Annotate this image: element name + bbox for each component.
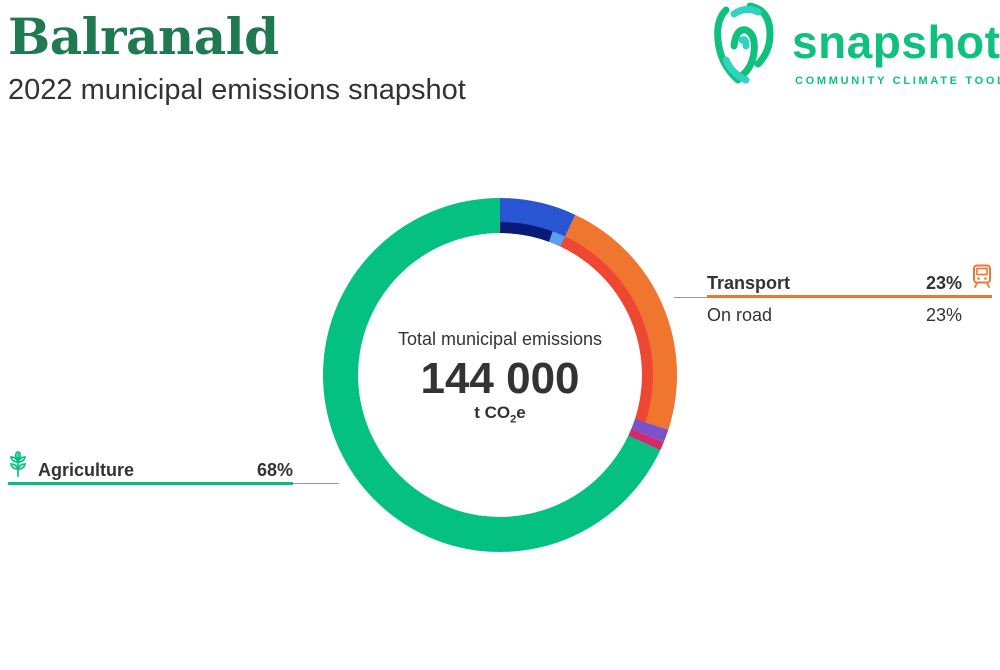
agriculture-leader-line bbox=[293, 483, 339, 484]
center-label: Total municipal emissions bbox=[397, 329, 603, 349]
agriculture-label[interactable]: Agriculture bbox=[38, 460, 135, 480]
agriculture-rule bbox=[8, 482, 293, 485]
train-icon bbox=[973, 264, 991, 288]
snapshot-logo[interactable]: snapshot COMMUNITY CLIMATE TOOL bbox=[712, 0, 1000, 92]
transport-rule bbox=[707, 295, 992, 298]
agriculture-percent: 68% bbox=[256, 460, 293, 480]
logo-wordmark: snapshot bbox=[792, 16, 1000, 68]
logo-tagline: COMMUNITY CLIMATE TOOL bbox=[795, 75, 1000, 87]
transport-leader-line bbox=[674, 297, 708, 298]
inner-ring-segment-transport-on-road[interactable] bbox=[560, 236, 653, 423]
transport-label[interactable]: Transport bbox=[707, 273, 791, 293]
page-title: Balranald bbox=[8, 7, 279, 66]
transport-percent: 23% bbox=[925, 273, 962, 293]
unit-suffix: e bbox=[516, 403, 526, 422]
inner-ring-segment-stationary-energy-minor[interactable] bbox=[548, 231, 566, 247]
unit-subscript: 2 bbox=[510, 413, 517, 426]
transport-sub-label: On road bbox=[707, 305, 773, 325]
fingerprint-icon bbox=[714, 2, 774, 84]
inner-ring-segment-stationary-energy-main[interactable] bbox=[500, 222, 553, 242]
unit-prefix: t CO bbox=[474, 403, 511, 422]
center-total-value: 144 000 bbox=[420, 354, 580, 403]
inner-ring-segment-waste[interactable] bbox=[631, 418, 646, 434]
center-unit: t CO2e bbox=[380, 402, 620, 430]
transport-sub-percent: 23% bbox=[925, 305, 962, 325]
wheat-icon bbox=[9, 451, 27, 477]
page-subtitle: 2022 municipal emissions snapshot bbox=[8, 74, 466, 106]
inner-ring-segment-other[interactable] bbox=[628, 428, 642, 441]
